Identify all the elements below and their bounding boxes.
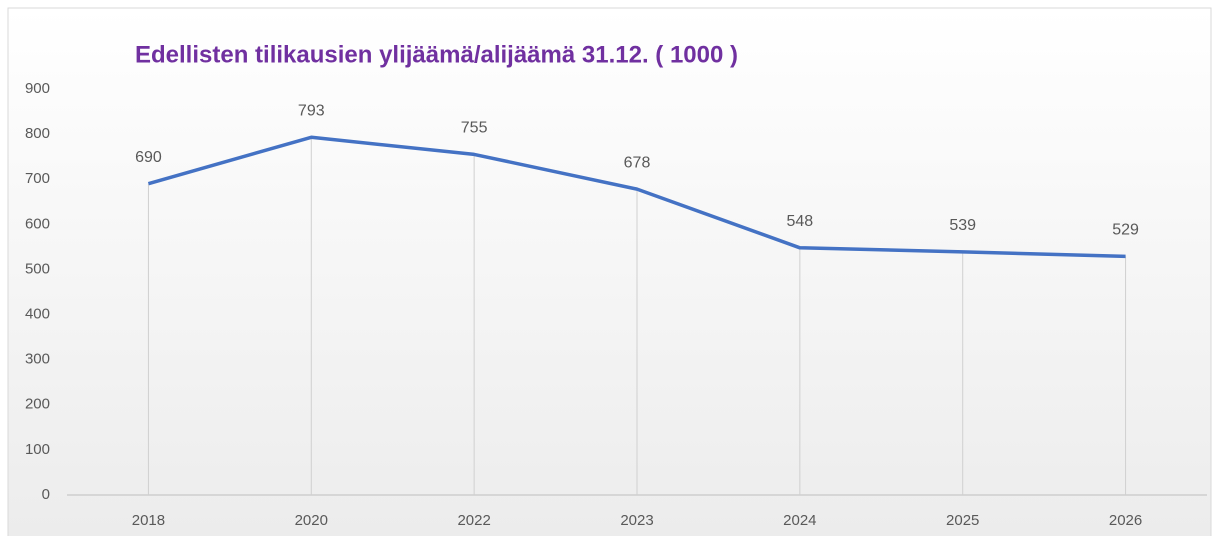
y-tick-label: 700 [25, 170, 50, 187]
x-tick-label: 2018 [132, 512, 165, 529]
y-tick-label: 100 [25, 441, 50, 458]
data-label: 678 [624, 154, 651, 171]
chart-background [7, 7, 1212, 536]
x-tick-label: 2026 [1109, 512, 1142, 529]
y-tick-label: 600 [25, 215, 50, 232]
data-label: 755 [461, 120, 488, 137]
x-tick-label: 2024 [783, 512, 816, 529]
data-label: 690 [135, 149, 162, 166]
x-tick-label: 2020 [295, 512, 328, 529]
y-tick-label: 300 [25, 351, 50, 368]
data-line [147, 135, 1126, 259]
y-tick-label: 900 [25, 80, 50, 97]
y-tick-label: 0 [42, 486, 50, 503]
x-tick-label: 2023 [620, 512, 653, 529]
data-label: 539 [949, 217, 976, 234]
y-tick-label: 800 [25, 125, 50, 142]
y-tick-label: 200 [25, 396, 50, 413]
data-label: 793 [298, 102, 325, 119]
y-tick-label: 500 [25, 260, 50, 277]
data-label: 548 [787, 213, 814, 230]
chart-title: Edellisten tilikausien ylijäämä/alijäämä… [135, 41, 738, 68]
x-tick-label: 2025 [946, 512, 979, 529]
y-tick-label: 400 [25, 306, 50, 323]
x-tick-label: 2022 [457, 512, 490, 529]
data-label: 529 [1112, 222, 1139, 239]
